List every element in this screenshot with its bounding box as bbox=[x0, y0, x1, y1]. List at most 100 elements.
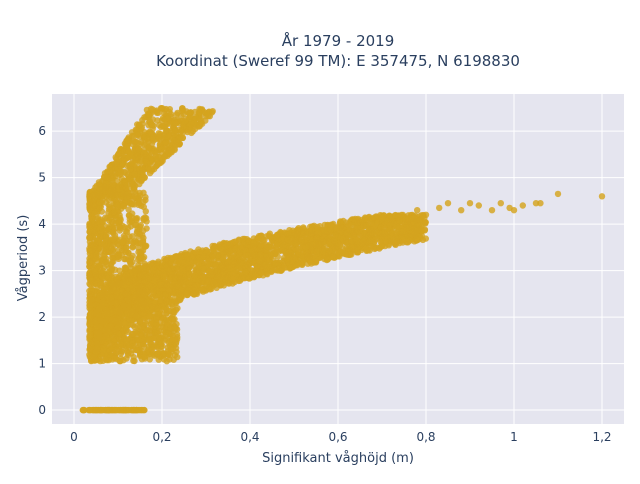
data-point bbox=[138, 311, 145, 319]
data-point bbox=[120, 302, 128, 309]
data-point bbox=[410, 215, 417, 222]
data-point bbox=[157, 297, 164, 304]
data-point bbox=[488, 207, 496, 214]
data-point bbox=[112, 342, 120, 350]
data-point bbox=[153, 274, 160, 281]
data-point bbox=[229, 267, 236, 274]
data-point bbox=[120, 237, 127, 244]
data-point bbox=[115, 150, 123, 157]
data-point bbox=[381, 225, 388, 232]
data-point bbox=[115, 247, 122, 254]
x-tick-label: 0,2 bbox=[152, 430, 171, 444]
data-point bbox=[88, 241, 96, 248]
data-point bbox=[134, 322, 141, 330]
data-point bbox=[196, 115, 203, 122]
data-point bbox=[147, 321, 155, 328]
data-point bbox=[309, 241, 316, 248]
data-point bbox=[145, 313, 152, 320]
data-point bbox=[96, 199, 104, 206]
data-point bbox=[144, 135, 151, 142]
data-point bbox=[129, 284, 136, 291]
data-point bbox=[209, 278, 217, 286]
data-point bbox=[143, 225, 150, 232]
data-point bbox=[122, 179, 129, 187]
data-point bbox=[114, 324, 122, 331]
data-point bbox=[466, 200, 474, 207]
data-point bbox=[86, 205, 93, 213]
data-point bbox=[92, 406, 99, 414]
data-point bbox=[212, 261, 219, 268]
y-tick-label: 5 bbox=[38, 171, 46, 185]
data-point bbox=[136, 264, 143, 272]
x-tick-label: 0,8 bbox=[416, 430, 435, 444]
data-point bbox=[304, 253, 311, 261]
x-tick-label: 1,2 bbox=[592, 430, 611, 444]
data-point bbox=[340, 224, 347, 231]
data-point bbox=[414, 207, 421, 214]
data-point bbox=[147, 336, 154, 343]
data-point bbox=[96, 262, 103, 269]
data-point bbox=[126, 212, 133, 219]
data-point bbox=[444, 200, 452, 207]
data-point bbox=[193, 282, 200, 289]
data-point bbox=[148, 150, 155, 157]
data-point bbox=[230, 251, 237, 258]
data-point bbox=[156, 319, 164, 327]
data-point bbox=[313, 248, 320, 255]
data-point bbox=[196, 105, 203, 113]
data-point bbox=[151, 352, 158, 359]
data-point bbox=[165, 287, 173, 295]
data-point bbox=[94, 341, 101, 348]
data-point bbox=[215, 273, 222, 280]
data-point bbox=[337, 248, 344, 255]
data-point bbox=[137, 272, 144, 279]
data-point bbox=[105, 217, 113, 224]
data-point bbox=[140, 336, 147, 344]
data-point bbox=[263, 253, 271, 260]
data-point bbox=[163, 281, 170, 288]
data-point bbox=[149, 121, 156, 128]
chart-title-line2: Koordinat (Sweref 99 TM): E 357475, N 61… bbox=[156, 52, 520, 70]
data-point bbox=[116, 280, 124, 288]
data-point bbox=[272, 248, 280, 255]
data-point bbox=[185, 264, 193, 271]
data-point bbox=[153, 305, 161, 312]
data-point bbox=[144, 275, 152, 282]
data-point bbox=[103, 348, 110, 355]
data-point bbox=[121, 320, 129, 327]
x-tick-label: 0 bbox=[70, 430, 78, 444]
data-point bbox=[142, 193, 149, 201]
data-point bbox=[413, 236, 420, 243]
data-point bbox=[244, 261, 251, 268]
y-axis-title: Vågperiod (s) bbox=[16, 215, 31, 302]
data-point bbox=[116, 211, 123, 219]
data-point bbox=[87, 281, 94, 288]
data-point bbox=[200, 265, 207, 272]
data-point bbox=[238, 244, 246, 251]
data-point bbox=[333, 224, 340, 231]
data-point bbox=[250, 252, 257, 259]
data-point bbox=[98, 216, 105, 223]
data-point bbox=[354, 244, 361, 251]
data-point bbox=[88, 247, 96, 254]
data-point bbox=[192, 272, 199, 279]
data-point bbox=[86, 259, 93, 266]
data-points bbox=[79, 105, 606, 414]
data-point bbox=[153, 287, 160, 294]
data-point bbox=[188, 129, 195, 137]
data-point bbox=[92, 270, 99, 277]
data-point bbox=[154, 158, 161, 165]
data-point bbox=[253, 239, 260, 246]
data-point bbox=[262, 246, 269, 254]
data-point bbox=[96, 334, 104, 341]
data-point bbox=[598, 193, 606, 200]
data-point bbox=[422, 211, 430, 218]
data-point bbox=[133, 128, 140, 136]
data-point bbox=[142, 208, 149, 215]
data-point bbox=[123, 327, 130, 334]
data-point bbox=[105, 196, 112, 203]
chart-title-line1: År 1979 - 2019 bbox=[282, 31, 395, 50]
data-point bbox=[89, 216, 96, 223]
data-point bbox=[130, 180, 137, 188]
data-point bbox=[190, 250, 197, 257]
